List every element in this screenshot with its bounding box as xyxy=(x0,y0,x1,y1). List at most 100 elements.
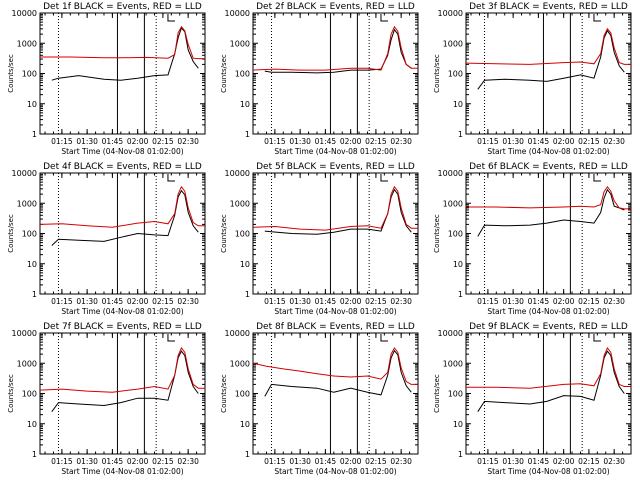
y-tick-label: 1000 xyxy=(230,359,250,368)
y-tick-label: 1000 xyxy=(17,39,37,48)
x-axis-label: Start Time (04-Nov-08 01:02:00) xyxy=(274,467,396,476)
panel-det-6: Det 6f BLACK = Events, RED = LLD 1 10 100 10… xyxy=(433,162,632,316)
y-tick-label: 10000 xyxy=(12,329,37,338)
y-tick-label: 1 xyxy=(32,290,37,299)
x-tick-label: 01:45 xyxy=(315,297,337,306)
panel-title: Det 3f BLACK = Events, RED = LLD xyxy=(469,2,628,12)
x-tick-label: 01:15 xyxy=(477,297,499,306)
x-tick-label: 01:45 xyxy=(102,137,124,146)
x-tick-label: 01:15 xyxy=(477,457,499,466)
x-tick-label: 02:00 xyxy=(127,297,149,306)
series-line-events xyxy=(51,27,199,81)
x-tick-label: 01:15 xyxy=(51,457,73,466)
bracket-marker xyxy=(380,174,388,182)
x-tick-label: 01:30 xyxy=(76,297,98,306)
y-tick-label: 10000 xyxy=(438,169,463,178)
panel-det-2: Det 2f BLACK = Events, RED = LLD 1 10 100 10… xyxy=(220,2,419,156)
panel-title: Det 7f BLACK = Events, RED = LLD xyxy=(43,322,202,332)
plot-frame xyxy=(39,172,206,295)
y-tick-label: 1 xyxy=(32,130,37,139)
x-tick-label: 01:45 xyxy=(102,457,124,466)
x-tick-label: 02:00 xyxy=(127,137,149,146)
y-tick-label: 10 xyxy=(240,420,250,429)
panel-title: Det 6f BLACK = Events, RED = LLD xyxy=(469,162,628,172)
x-tick-label: 01:15 xyxy=(51,137,73,146)
x-tick-label: 01:15 xyxy=(51,297,73,306)
x-tick-label: 02:00 xyxy=(553,457,575,466)
series-line-events xyxy=(51,189,199,246)
y-tick-label: 10 xyxy=(27,420,37,429)
x-tick-label: 02:30 xyxy=(603,457,625,466)
panel-title: Det 5f BLACK = Events, RED = LLD xyxy=(256,162,415,172)
panel-title: Det 4f BLACK = Events, RED = LLD xyxy=(43,162,202,172)
x-tick-label: 01:30 xyxy=(289,137,311,146)
x-tick-label: 01:15 xyxy=(264,457,286,466)
x-tick-label: 01:30 xyxy=(502,297,524,306)
x-tick-label: 02:00 xyxy=(340,137,362,146)
x-tick-label: 02:30 xyxy=(603,137,625,146)
series-line-events xyxy=(51,350,199,412)
x-tick-label: 02:00 xyxy=(340,297,362,306)
y-tick-label: 100 xyxy=(448,230,463,239)
y-tick-label: 10 xyxy=(240,100,250,109)
x-tick-label: 02:30 xyxy=(603,297,625,306)
y-tick-label: 1 xyxy=(458,130,463,139)
series-line-lld xyxy=(466,347,631,389)
series-line-lld xyxy=(39,185,205,228)
x-tick-label: 01:30 xyxy=(289,297,311,306)
series-line-events xyxy=(264,188,412,235)
x-tick-label: 01:30 xyxy=(502,457,524,466)
y-tick-label: 10000 xyxy=(225,329,250,338)
y-tick-label: 1 xyxy=(458,290,463,299)
y-axis-label: Counts/sec xyxy=(433,214,441,253)
y-axis-label: Counts/sec xyxy=(220,374,228,413)
y-tick-label: 10000 xyxy=(225,9,250,18)
x-axis-label: Start Time (04-Nov-08 01:02:00) xyxy=(487,147,609,156)
x-tick-label: 01:30 xyxy=(76,137,98,146)
bracket-marker xyxy=(380,14,388,22)
x-tick-label: 02:00 xyxy=(127,457,149,466)
y-tick-label: 100 xyxy=(22,230,37,239)
y-tick-label: 1 xyxy=(245,450,250,459)
y-tick-label: 1 xyxy=(245,290,250,299)
x-axis-label: Start Time (04-Nov-08 01:02:00) xyxy=(274,307,396,316)
y-tick-label: 100 xyxy=(448,390,463,399)
x-tick-label: 01:30 xyxy=(289,457,311,466)
y-tick-label: 1 xyxy=(32,450,37,459)
series-line-lld xyxy=(466,185,631,210)
y-tick-label: 1000 xyxy=(230,199,250,208)
series-line-lld xyxy=(252,185,418,231)
bracket-marker xyxy=(593,14,601,22)
y-tick-label: 100 xyxy=(235,70,250,79)
x-axis-label: Start Time (04-Nov-08 01:02:00) xyxy=(274,147,396,156)
y-axis-label: Counts/sec xyxy=(220,214,228,253)
x-tick-label: 02:30 xyxy=(177,137,199,146)
y-tick-label: 10 xyxy=(453,100,463,109)
series-line-lld xyxy=(252,347,418,385)
x-tick-label: 02:15 xyxy=(152,137,174,146)
panel-title: Det 1f BLACK = Events, RED = LLD xyxy=(43,2,202,12)
y-tick-label: 1000 xyxy=(443,39,463,48)
panel-det-3: Det 3f BLACK = Events, RED = LLD 1 10 100 10… xyxy=(433,2,632,156)
y-axis-label: Counts/sec xyxy=(433,374,441,413)
series-line-events xyxy=(264,28,412,74)
series-line-lld xyxy=(40,25,205,60)
panel-title: Det 9f BLACK = Events, RED = LLD xyxy=(469,322,628,332)
y-tick-label: 10 xyxy=(453,260,463,269)
x-axis-label: Start Time (04-Nov-08 01:02:00) xyxy=(61,307,183,316)
y-tick-label: 1 xyxy=(245,130,250,139)
panel-title: Det 2f BLACK = Events, RED = LLD xyxy=(256,2,415,12)
panel-det-1: Det 1f BLACK = Events, RED = LLD 1 10 100 10… xyxy=(7,2,206,156)
x-tick-label: 02:15 xyxy=(152,457,174,466)
x-tick-label: 02:00 xyxy=(553,297,575,306)
x-tick-label: 02:15 xyxy=(365,457,387,466)
y-tick-label: 10000 xyxy=(12,169,37,178)
y-tick-label: 10000 xyxy=(438,9,463,18)
x-tick-label: 01:30 xyxy=(76,457,98,466)
series-line-events xyxy=(264,349,412,397)
x-tick-label: 02:30 xyxy=(390,137,412,146)
x-tick-label: 01:15 xyxy=(264,297,286,306)
series-line-lld xyxy=(465,27,631,65)
series-line-events xyxy=(477,350,625,412)
x-tick-label: 02:00 xyxy=(553,137,575,146)
